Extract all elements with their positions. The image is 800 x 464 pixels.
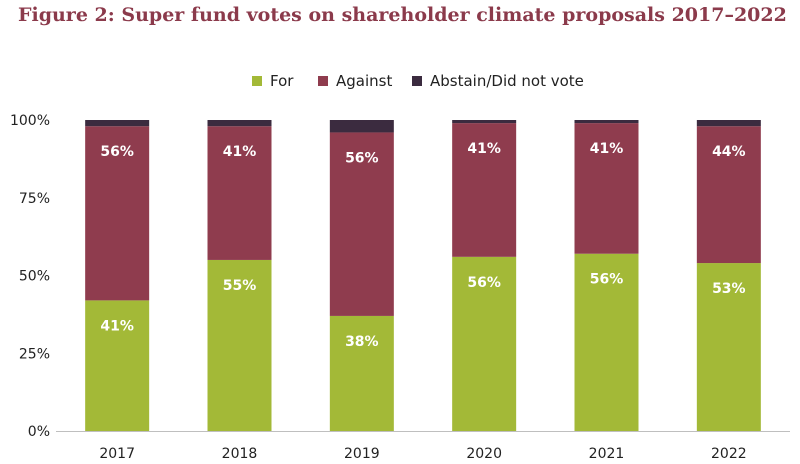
y-tick-label: 100%: [10, 113, 50, 129]
legend-label: Abstain/Did not vote: [430, 72, 584, 90]
x-tick-label: 2022: [711, 446, 747, 462]
x-tick-label: 2017: [99, 446, 135, 462]
bar-abstain-did-not-vote-2022: [696, 120, 761, 127]
legend-swatch-for: [252, 76, 262, 86]
y-tick-label: 0%: [28, 424, 50, 440]
bar-abstain-did-not-vote-2021: [574, 120, 639, 124]
bar-against-2022: [696, 126, 761, 264]
y-tick-label: 25%: [19, 346, 50, 362]
legend-label: For: [270, 72, 294, 90]
bar-abstain-did-not-vote-2018: [207, 120, 272, 127]
bar-for-2019: [329, 315, 394, 431]
data-label: 41%: [223, 144, 257, 160]
data-label: 56%: [590, 272, 624, 288]
chart-title: Figure 2: Super fund votes on shareholde…: [18, 4, 787, 26]
bar-for-2021: [574, 253, 639, 431]
bar-abstain-did-not-vote-2019: [329, 120, 394, 133]
legend-label: Against: [336, 72, 392, 90]
bar-for-2018: [207, 259, 272, 431]
data-label: 56%: [100, 144, 134, 160]
bar-against-2020: [452, 123, 517, 257]
data-label: 38%: [345, 334, 379, 350]
bar-abstain-did-not-vote-2017: [85, 120, 150, 127]
x-tick-label: 2019: [344, 446, 380, 462]
bar-against-2021: [574, 123, 639, 254]
bar-against-2018: [207, 126, 272, 260]
data-label: 41%: [590, 141, 624, 157]
data-label: 55%: [223, 278, 257, 294]
bar-for-2017: [85, 300, 150, 431]
bar-for-2020: [452, 256, 517, 431]
data-label: 44%: [712, 144, 746, 160]
bar-for-2022: [696, 263, 761, 431]
legend-swatch-abstain-did-not-vote: [412, 76, 422, 86]
bar-against-2017: [85, 126, 150, 301]
y-tick-label: 75%: [19, 191, 50, 207]
data-label: 56%: [345, 150, 379, 166]
x-tick-label: 2021: [589, 446, 625, 462]
data-label: 56%: [467, 275, 501, 291]
bar-against-2019: [329, 132, 394, 316]
bar-abstain-did-not-vote-2020: [452, 120, 517, 124]
legend-swatch-against: [318, 76, 328, 86]
x-tick-label: 2018: [222, 446, 258, 462]
data-label: 41%: [467, 141, 501, 157]
y-tick-label: 50%: [19, 269, 50, 285]
data-label: 53%: [712, 281, 746, 297]
x-tick-label: 2020: [466, 446, 502, 462]
data-label: 41%: [100, 318, 134, 334]
